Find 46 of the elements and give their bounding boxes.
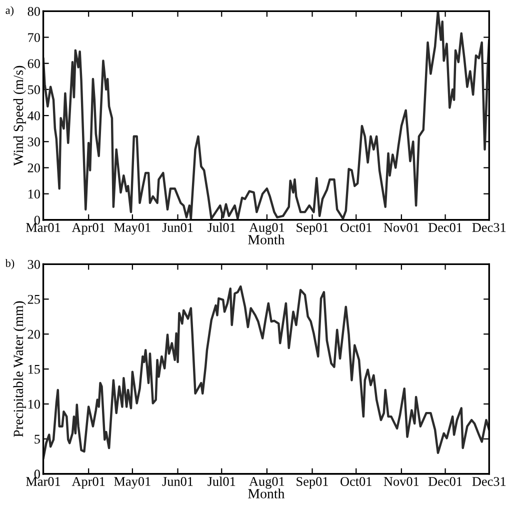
y-tick-label: 50 (28, 85, 40, 94)
x-tick-label: Dec31 (472, 223, 506, 232)
x-tick-label: Apr01 (72, 477, 105, 489)
y-tick-label: 25 (28, 294, 40, 304)
y-tick-label: 0 (34, 470, 40, 479)
x-tick-label: Sep01 (296, 223, 328, 235)
x-axis-title: Month (248, 234, 285, 244)
y-tick-label: 5 (34, 434, 40, 444)
x-tick-label: Jun01 (162, 477, 193, 486)
y-tick-label: 15 (28, 364, 40, 374)
y-tick-label: 0 (34, 216, 40, 225)
y-tick-label: 30 (28, 137, 40, 146)
text: a) (6, 6, 14, 16)
y-tick-label: 70 (28, 33, 40, 42)
x-tick-label: Aug01 (249, 223, 284, 235)
x-tick-label: Mar01 (26, 477, 60, 486)
x-tick-label: Jul01 (208, 476, 236, 486)
text: b) (5, 259, 14, 270)
x-tick-label: Dec01 (428, 477, 462, 486)
y-axis-title: Wind Speed (m/s) (13, 66, 26, 166)
x-tick-label: Oct01 (340, 477, 372, 486)
x-tick-label: Nov01 (384, 223, 419, 232)
y-tick-label: 20 (28, 164, 40, 172)
x-tick-label: Jun01 (162, 223, 193, 232)
line-series (43, 285, 490, 460)
x-tick-label: Dec01 (428, 223, 462, 232)
y-tick-label: 30 (28, 260, 40, 269)
x-tick-label: Jul01 (208, 222, 236, 232)
x-tick-label: Apr01 (72, 223, 105, 235)
x-axis-title: Month (248, 488, 285, 498)
y-tick-label: 10 (28, 190, 40, 199)
x-tick-label: Sep01 (296, 477, 328, 489)
y-tick-label: 20 (28, 330, 40, 339)
x-tick-label: May01 (114, 223, 150, 235)
x-tick-label: Dec31 (472, 477, 506, 486)
x-tick-label: Mar01 (26, 223, 60, 232)
x-tick-label: May01 (114, 477, 150, 489)
y-tick-label: 40 (28, 111, 40, 120)
y-tick-label: 60 (28, 59, 40, 68)
x-tick-label: Oct01 (340, 223, 372, 232)
line-series (43, 11, 490, 220)
x-tick-label: Aug01 (249, 477, 284, 489)
y-axis-title: Precipitable Water (mm) (13, 301, 26, 437)
y-tick-label: 80 (28, 7, 40, 16)
y-tick-label: 10 (28, 400, 40, 409)
x-tick-label: Nov01 (384, 477, 419, 486)
